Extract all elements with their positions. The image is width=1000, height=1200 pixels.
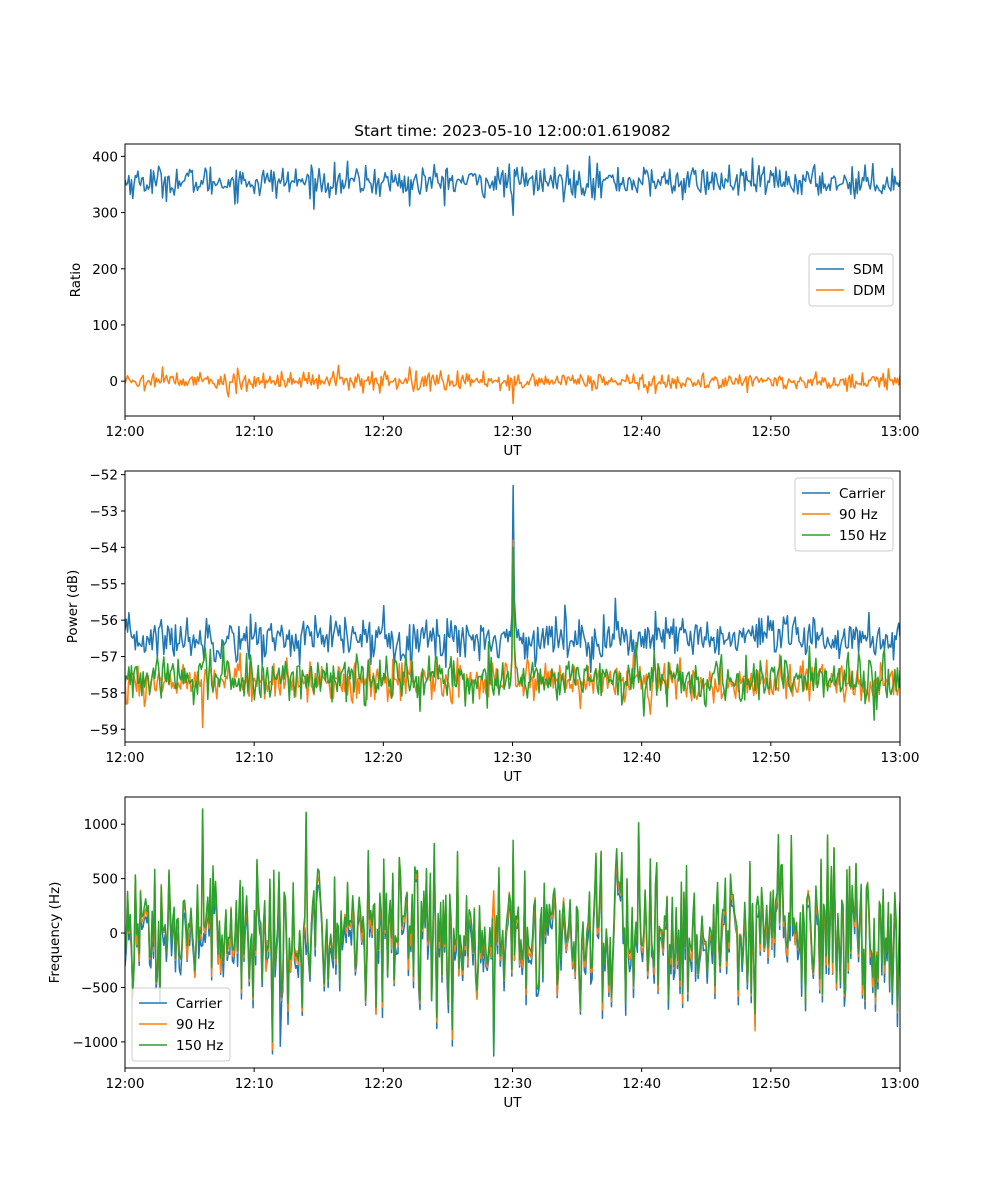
legend-entry: SDM	[853, 262, 884, 278]
y-tick-label: −59	[90, 722, 119, 738]
panel-frequency: 12:00 12:10 12:20 12:30 12:40 12:50 13:00 −1000…	[47, 796, 920, 1111]
legend: Carrier 90 Hz 150 Hz	[131, 987, 231, 1062]
series-lines	[125, 484, 900, 729]
y-tick-label: −54	[90, 540, 119, 556]
panel-ratio: 12:00 12:10 12:20 12:30 12:40 12:50 13:00 0 100 2…	[68, 143, 920, 459]
x-tick-label: 12:20	[364, 1076, 403, 1092]
y-axis-label: Power (dB)	[65, 570, 81, 643]
legend-entry: 90 Hz	[176, 1017, 215, 1033]
x-tick-label: 12:20	[364, 750, 403, 766]
x-tick-label: 13:00	[881, 424, 920, 440]
y-tick-label: 300	[92, 206, 118, 222]
x-axis-label: UT	[503, 1095, 522, 1111]
legend: Carrier 90 Hz 150 Hz	[794, 477, 894, 552]
x-tick-label: 12:10	[235, 1076, 274, 1092]
x-tick-label: 12:50	[751, 424, 790, 440]
y-tick-label: −56	[90, 613, 119, 629]
y-tick-label: −58	[90, 686, 119, 702]
x-tick-label: 12:30	[493, 750, 532, 766]
y-tick-label: 200	[92, 262, 118, 278]
x-tick-label: 13:00	[881, 1076, 920, 1092]
y-axis-label: Frequency (Hz)	[47, 882, 63, 984]
legend-entry: 150 Hz	[176, 1038, 223, 1054]
y-axis-label: Ratio	[68, 263, 84, 298]
legend-entry: Carrier	[839, 486, 886, 502]
series-line-150-hz	[125, 546, 900, 721]
x-axis-label: UT	[503, 769, 522, 785]
legend-entry: 90 Hz	[839, 507, 878, 523]
y-tick-label: −500	[81, 980, 118, 996]
y-tick-label: −57	[90, 650, 119, 666]
x-tick-label: 12:00	[106, 424, 145, 440]
x-tick-label: 13:00	[881, 750, 920, 766]
x-axis-label: UT	[503, 443, 522, 459]
series-line-sdm	[125, 155, 900, 217]
panel-power: 12:00 12:10 12:20 12:30 12:40 12:50 13:00 −59 −5…	[65, 468, 919, 785]
x-tick-label: 12:20	[364, 424, 403, 440]
x-tick-label: 12:00	[106, 1076, 145, 1092]
y-tick-label: 500	[92, 872, 118, 888]
legend: SDM DDM	[808, 253, 894, 307]
series-lines	[125, 808, 900, 1057]
legend-box	[794, 477, 894, 552]
y-tick-label: −55	[90, 577, 119, 593]
x-tick-label: 12:50	[751, 1076, 790, 1092]
x-tick-label: 12:10	[235, 424, 274, 440]
figure-title: Start time: 2023-05-10 12:00:01.619082	[354, 122, 671, 140]
series-line-150-hz	[125, 808, 900, 1054]
series-line-ddm	[125, 364, 900, 405]
y-tick-label: 1000	[84, 817, 118, 833]
x-tick-label: 12:40	[622, 750, 661, 766]
y-tick-label: 100	[92, 318, 118, 334]
x-tick-label: 12:50	[751, 750, 790, 766]
y-tick-label: 0	[109, 374, 118, 390]
x-tick-label: 12:10	[235, 750, 274, 766]
legend-entry: DDM	[853, 283, 885, 299]
y-tick-label: 0	[109, 926, 118, 942]
series-lines	[125, 155, 900, 405]
legend-box	[808, 253, 894, 307]
x-tick-label: 12:40	[622, 424, 661, 440]
legend-box	[131, 987, 231, 1062]
legend-entry: 150 Hz	[839, 528, 886, 544]
x-tick-label: 12:40	[622, 1076, 661, 1092]
y-tick-label: −52	[90, 468, 119, 484]
x-tick-label: 12:30	[493, 424, 532, 440]
y-tick-label: 400	[92, 149, 118, 165]
y-tick-label: −53	[90, 504, 119, 520]
x-tick-label: 12:30	[493, 1076, 532, 1092]
x-tick-label: 12:00	[106, 750, 145, 766]
y-tick-label: −1000	[72, 1035, 118, 1051]
legend-entry: Carrier	[176, 996, 223, 1012]
